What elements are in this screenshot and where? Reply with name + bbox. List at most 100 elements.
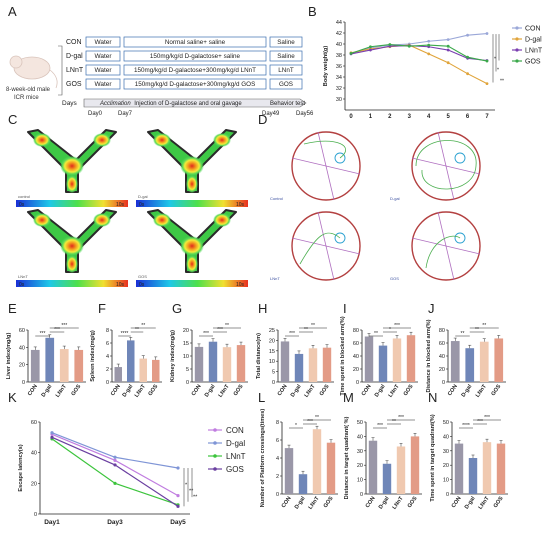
x-tick-label: 1 [369,114,373,120]
y-tick-label: 5 [186,367,189,373]
chart-g: 0 5 10 15 20 Kidney index(mg/g) CON D-gal LNnT GO… [170,323,248,399]
phase-acclimation: Acclimation [99,101,131,107]
x-tick-label: 4 [427,114,431,120]
panel-letter-j: J [428,301,435,316]
water-text: Water [94,39,112,46]
day-49: Day49 [262,111,280,117]
significance-mark: ** [374,331,378,337]
bar-d-gal [465,348,475,382]
panel-letter-e: E [8,301,17,316]
heatmap-color-scale [136,280,248,287]
y-tick-label: 30 [443,449,449,455]
timeline-arrow [83,98,307,108]
data-point [176,494,180,498]
group-label: LNnT [66,67,84,74]
x-tick-label: 0 [349,114,353,120]
bar-lnnt [59,349,69,382]
significance-mark: * [494,57,496,63]
x-tick-label: D-gal [461,383,474,398]
data-point [485,59,489,63]
swim-track [299,232,341,265]
platform-target [454,152,466,164]
panel-letter-n: N [428,390,437,405]
hotspot-bottom-arm [186,255,198,273]
x-tick-label: D-gal [294,495,307,510]
x-tick-label: LNnT [134,383,147,398]
panel-letter-b: B [308,4,317,19]
test-box [269,36,303,48]
significance-mark: *** [394,323,400,329]
significance-mark: ** [193,495,198,501]
hotspot-left-arm [153,213,171,227]
y-tick-label: 4 [276,456,279,462]
quadrant-line [317,211,335,281]
bar-gos [496,443,506,494]
y-tick-label: 20 [439,367,445,373]
treatment-box [123,64,267,76]
data-point [388,43,392,46]
significance-mark: ** [189,489,194,495]
water-text: Water [94,81,112,88]
scale-min: 0s [139,202,145,208]
x-tick-label: 5 [446,114,450,120]
y-tick-label: 10 [183,354,189,360]
x-tick-label: CON [27,384,39,397]
x-tick-label: CON [281,496,293,509]
water-box [85,78,121,90]
y-tick-label: 80 [439,328,445,334]
x-tick-label: Day3 [107,519,123,526]
legend-marker [515,48,519,52]
x-tick-label: 7 [485,114,489,120]
bar-lnnt [139,358,147,382]
bar-lnnt [392,338,402,382]
y-tick-label: 60 [439,341,445,347]
x-tick-label: CON [361,384,373,397]
treatment-text: Normal saline+ saline [165,39,226,46]
bar-gos [326,442,336,494]
y-tick-label: 40 [19,345,25,351]
data-point [427,43,431,47]
quadrant-line [317,131,335,201]
x-tick-label: D-gal [464,495,477,510]
y-tick-label: 60 [353,341,359,347]
bar-gos [322,347,332,382]
y-tick-label: 20 [183,328,189,334]
data-point [485,32,489,35]
legend-label: D-gal [525,37,542,44]
legend-label: CON [525,26,541,33]
hotspot-left-arm [33,133,51,147]
chart-i: 0 20 40 60 80 Time spent in blocked arm(%) CON… [340,316,418,399]
legend-marker [515,26,519,30]
significance-mark: *** [54,327,60,333]
legend-label: GOS [525,59,541,66]
heatmap-label: D-gal [138,194,148,199]
water-box [85,36,121,48]
significance-mark: ** [304,327,308,333]
track-label: Control [270,196,283,201]
track-label: LNnT [270,276,280,281]
x-tick-label: GOS [493,495,505,509]
significance-mark: *** [484,415,490,421]
bar-gos [410,436,420,494]
hotspot-left-arm [33,213,51,227]
bar-con [114,367,122,382]
track-label: GOS [390,276,399,281]
bar-lnnt [222,347,232,382]
bar-con [368,440,378,494]
bar-d-gal [298,474,308,494]
x-tick-label: GOS [70,383,82,397]
significance-mark: * [185,482,188,488]
panel-letter-h: H [258,301,267,316]
bar-d-gal [378,345,388,382]
y-tick-label: 50 [357,420,363,426]
scale-min: 0s [139,282,145,288]
y-tick-label: 40 [439,354,445,360]
y-tick-label: 40 [336,42,342,48]
test-text: Saline [277,53,295,60]
x-tick-label: GOS [490,383,502,397]
x-tick-label: CON [110,384,122,397]
scale-min: 0s [19,202,25,208]
pool-boundary [411,211,481,281]
significance-mark: *** [217,327,223,333]
y-tick-label: 30 [357,449,363,455]
